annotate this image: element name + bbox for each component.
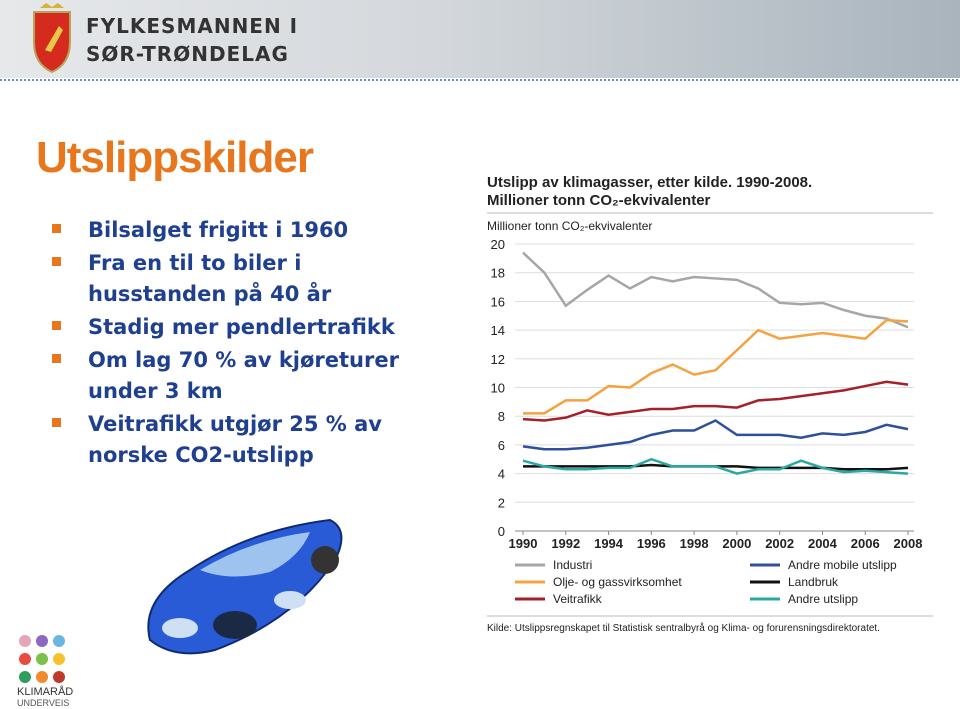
x-tick-label: 2002	[765, 536, 794, 551]
bullet-marker	[52, 321, 61, 330]
legend-label: Industri	[553, 558, 592, 572]
logo-text: UNDERVEIS	[17, 698, 69, 708]
header-line: SØR-TRØNDELAG	[86, 42, 289, 66]
legend-label: Landbruk	[788, 575, 839, 589]
y-tick-label: 0	[498, 524, 505, 539]
y-axis-label: Millioner tonn CO₂-ekvivalenter	[487, 219, 652, 233]
bullet-marker	[52, 418, 61, 427]
y-tick-label: 14	[491, 323, 505, 338]
y-tick-label: 10	[491, 381, 505, 396]
legend-label: Veitrafikk	[553, 592, 603, 606]
bullet-text: Stadig mer pendlertrafikk	[88, 315, 396, 339]
x-tick-label: 1992	[551, 536, 580, 551]
bullet-text: norske CO2-utslipp	[88, 443, 314, 467]
bullet-text: Fra en til to biler i	[88, 251, 301, 275]
y-tick-label: 16	[491, 294, 505, 309]
x-tick-label: 2006	[851, 536, 880, 551]
series-line	[522, 457, 909, 475]
bullet-text: husstanden på 40 år	[88, 281, 332, 306]
x-tick-label: 2004	[808, 536, 838, 551]
header-line: FYLKESMANNEN I	[86, 14, 298, 38]
car-illustration	[147, 518, 343, 655]
logo-text: KLIMARÅD	[17, 685, 73, 698]
bullet-marker	[52, 354, 61, 363]
y-tick-label: 18	[491, 266, 505, 281]
header-band	[0, 0, 960, 78]
legend-label: Andre mobile utslipp	[788, 558, 897, 572]
x-tick-label: 2000	[722, 536, 751, 551]
bullet-text: Bilsalget frigitt i 1960	[88, 218, 348, 242]
x-tick-label: 1990	[509, 536, 538, 551]
source: Kilde: Utslippsregnskapet til Statistisk…	[487, 622, 880, 634]
x-tick-label: 1996	[637, 536, 666, 551]
bullet-marker	[52, 224, 61, 233]
series-line	[523, 318, 909, 415]
bullet-text: under 3 km	[88, 379, 223, 403]
x-tick-label: 1994	[594, 536, 624, 551]
bullet-text: Veitrafikk utgjør 25 % av	[88, 412, 382, 436]
chart-panel	[483, 168, 937, 638]
series-line	[522, 380, 909, 422]
y-tick-label: 12	[491, 352, 505, 367]
series-line	[522, 419, 909, 451]
chart-subtitle: Millioner tonn CO₂-ekvivalenter	[487, 192, 711, 209]
bullet-marker	[52, 257, 61, 266]
series-line	[522, 251, 909, 329]
slide-title: Utslippskilder	[36, 133, 314, 182]
klimarad-logo: KLIMARÅD UNDERVEIS	[17, 635, 73, 708]
chart: Utslipp av klimagasser, etter kilde. 199…	[483, 168, 937, 638]
y-tick-label: 6	[498, 438, 505, 453]
y-tick-label: 2	[498, 495, 505, 510]
x-tick-label: 2008	[894, 536, 923, 551]
bullet-list: Bilsalget frigitt i 1960 Fra en til to bi…	[52, 218, 400, 467]
chart-title: Utslipp av klimagasser, etter kilde. 199…	[487, 174, 812, 191]
y-tick-label: 8	[498, 409, 505, 424]
y-tick-label: 4	[498, 467, 505, 482]
bullet-text: Om lag 70 % av kjøreturer	[88, 348, 400, 372]
legend-label: Andre utslipp	[788, 592, 858, 606]
y-tick-label: 20	[491, 237, 505, 252]
legend-label: Olje- og gassvirksomhet	[553, 575, 682, 589]
x-tick-label: 1998	[680, 536, 709, 551]
coat-of-arms	[33, 3, 71, 74]
